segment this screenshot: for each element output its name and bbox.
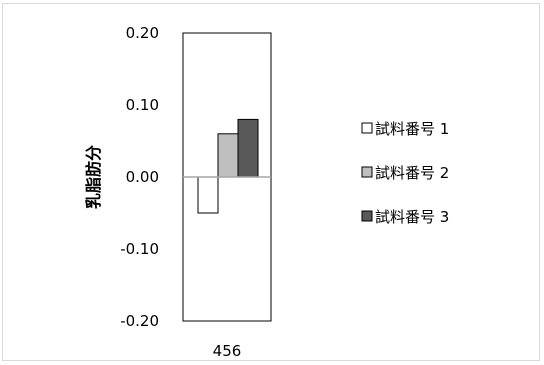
y-tick-label: 0.20 <box>126 24 159 42</box>
legend-label: 試料番号 3 <box>375 208 449 226</box>
legend-item-2: 試料番号 2 <box>361 164 449 182</box>
legend-marker <box>361 210 373 222</box>
legend-item-1: 試料番号 1 <box>361 120 449 138</box>
legend-marker <box>361 166 373 178</box>
legend-item-3: 試料番号 3 <box>361 208 449 226</box>
y-tick-label: 0.00 <box>126 168 159 186</box>
y-axis-label: 乳脂肪分 <box>84 145 103 209</box>
bars <box>197 118 259 214</box>
legend-label: 試料番号 2 <box>375 164 449 182</box>
x-category-label: 456 <box>213 342 242 360</box>
legend-label: 試料番号 1 <box>375 120 449 138</box>
y-tick-label: 0.10 <box>126 96 159 114</box>
y-tick-label: -0.10 <box>120 240 159 258</box>
bar-series-1 <box>197 176 219 214</box>
legend-marker <box>361 122 373 134</box>
bar-series-2 <box>217 133 239 178</box>
bar-series-3 <box>237 118 259 178</box>
y-tick-label: -0.20 <box>120 312 159 330</box>
y-axis-tick-labels: 0.20 0.10 0.00 -0.10 -0.20 <box>120 24 159 330</box>
legend: 試料番号 1 試料番号 2 試料番号 3 <box>361 120 449 226</box>
